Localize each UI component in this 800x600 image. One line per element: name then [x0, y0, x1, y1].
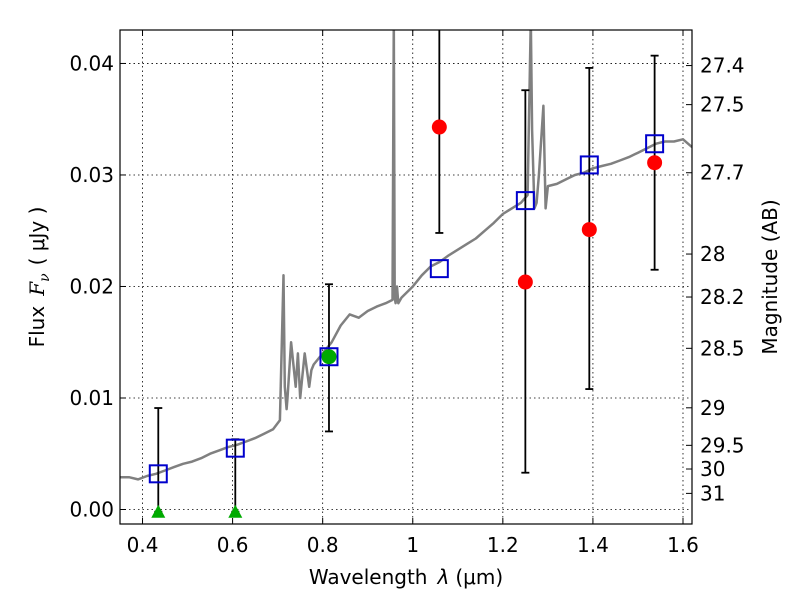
model-photometry-square	[645, 134, 665, 154]
x-axis-unit: (μm)	[455, 565, 503, 589]
y-tick-label: 0.02	[69, 274, 114, 298]
y-tick-label: 0.04	[69, 51, 114, 75]
grid-lines	[120, 30, 692, 524]
plot-background	[120, 30, 692, 524]
magnitude-tick-label: 28.5	[700, 336, 745, 360]
x-axis-title: Wavelength λ (μm)	[309, 565, 503, 589]
detection-point	[647, 155, 663, 171]
y-tick-label: 0.01	[69, 386, 114, 410]
y-tick-label: 0.00	[69, 498, 114, 522]
x-tick-label: 1	[406, 533, 419, 557]
magnitude-tick-label: 27.7	[700, 161, 745, 185]
x-tick-label: 1.4	[577, 533, 609, 557]
y-axis-unit: ( μJy )	[25, 207, 49, 266]
right-axis-title: Magnitude (AB)	[758, 199, 782, 354]
y-tick-label: 0.03	[69, 163, 114, 187]
plot-area	[120, 30, 692, 518]
model-photometry-square	[148, 464, 168, 484]
detection-point	[431, 119, 447, 135]
plot-frame	[119, 29, 693, 525]
magnitude-tick-label: 29.5	[700, 433, 745, 457]
magnitude-tick-label: 30	[700, 457, 725, 481]
x-tick-label: 1.6	[667, 533, 699, 557]
magnitude-tick-label: 28	[700, 242, 725, 266]
x-tick-label: 1.2	[487, 533, 519, 557]
y-axis-title: Flux Fν ( μJy )	[25, 207, 53, 348]
magnitude-tick-label: 31	[700, 481, 725, 505]
detection-point	[581, 222, 597, 238]
model-photometry-square	[225, 438, 245, 458]
y-axis-subscript: ν	[37, 273, 53, 282]
magnitude-tick-label: 27.4	[700, 54, 745, 78]
model-photometry-square	[579, 155, 599, 175]
upper-limit-marker	[151, 504, 166, 518]
axis-ticks: 0.4 0.6 0.8 1 1.2 1.4 1.6 0.00 0.01 0.02 0.03 0.04 2…	[69, 30, 745, 557]
model-photometry-square	[429, 259, 449, 279]
y-axis-symbol: F	[25, 281, 49, 297]
x-tick-label: 0.4	[127, 533, 159, 557]
magnitude-tick-label: 27.5	[700, 93, 745, 117]
x-tick-label: 0.8	[307, 533, 339, 557]
magnitude-tick-label: 28.2	[700, 285, 745, 309]
detection-point	[517, 274, 533, 290]
x-axis-symbol: λ	[437, 565, 450, 589]
y-axis-title-text: Flux	[25, 306, 49, 348]
x-axis-title-text: Wavelength	[309, 565, 428, 589]
model-photometry-square	[515, 191, 535, 211]
upper-limit-marker	[228, 504, 243, 518]
magnitude-tick-label: 29	[700, 396, 725, 420]
x-tick-label: 0.6	[217, 533, 249, 557]
model-photometry-square	[319, 347, 339, 367]
detection-point	[321, 349, 337, 365]
spectrum-line	[120, 30, 692, 481]
